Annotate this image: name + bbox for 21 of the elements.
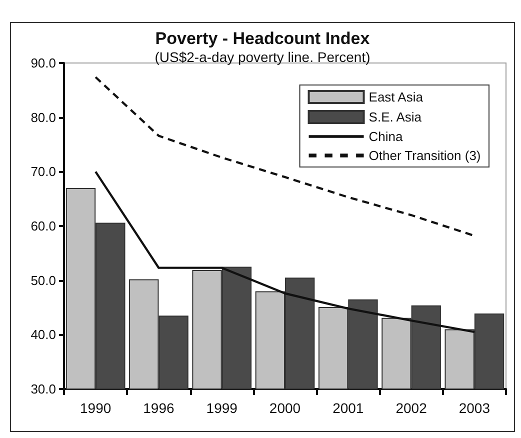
legend-label: Other Transition (3) bbox=[368, 148, 481, 163]
y-tick-label: 40.0 bbox=[30, 327, 56, 342]
legend-label: S.E. Asia bbox=[368, 110, 422, 124]
x-tick-label: 1999 bbox=[206, 400, 238, 416]
legend-label: East Asia bbox=[368, 90, 424, 104]
x-tick-label: 1996 bbox=[143, 400, 174, 416]
y-tick-label: 70.0 bbox=[30, 164, 56, 180]
x-tick-label: 1990 bbox=[80, 400, 112, 416]
chart-title: Poverty - Headcount Index bbox=[155, 29, 370, 48]
chart-subtitle: (US$2-a-day poverty line. Percent) bbox=[154, 49, 370, 65]
legend-label: China bbox=[368, 129, 404, 144]
y-tick-label: 60.0 bbox=[30, 218, 56, 234]
x-tick-label: 2000 bbox=[269, 400, 301, 416]
x-tick-label: 2003 bbox=[458, 400, 490, 416]
y-tick-label: 30.0 bbox=[30, 382, 56, 396]
x-tick-label: 2002 bbox=[396, 400, 428, 416]
x-tick-label: 2001 bbox=[332, 400, 364, 416]
y-tick-label: 80.0 bbox=[30, 110, 56, 125]
y-tick-label: 90.0 bbox=[30, 56, 56, 70]
line-series bbox=[94, 170, 476, 334]
y-tick-label: 50.0 bbox=[30, 272, 56, 288]
